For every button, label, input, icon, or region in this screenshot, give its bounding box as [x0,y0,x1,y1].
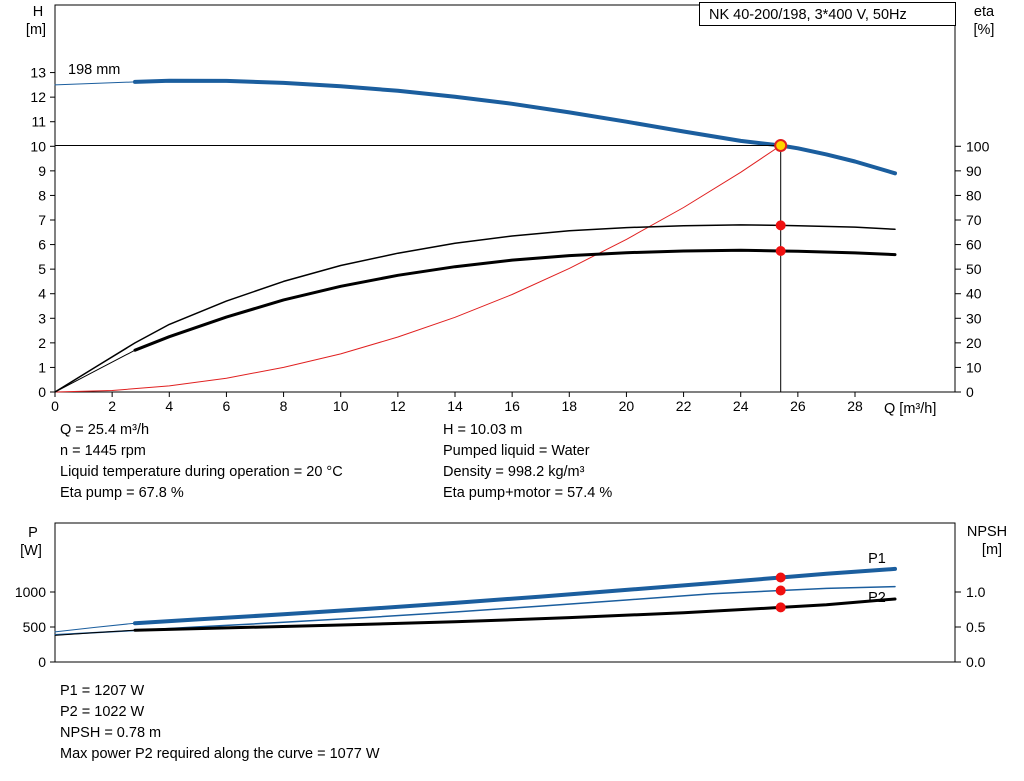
impeller-diameter-label: 198 mm [68,62,120,78]
left-tick-label: 12 [30,89,46,105]
x-tick-label: 10 [333,398,349,414]
x-tick-label: 12 [390,398,406,414]
p2-curve [54,585,896,636]
right-tick-label: 0.0 [966,654,986,670]
right-tick-label: 10 [966,359,982,375]
operating-data-right-column: H = 10.03 m Pumped liquid = Water Densit… [443,420,612,504]
operating-data-left-column: Q = 25.4 m³/h n = 1445 rpm Liquid temper… [60,420,343,504]
left-tick-label: 6 [38,237,46,253]
x-tick-label: 28 [847,398,863,414]
p2-value: P2 = 1022 W [60,704,145,720]
right-tick-label: 60 [966,237,982,253]
plot-frame [54,4,956,393]
plot-frame [54,522,956,663]
left-tick-label: 2 [38,335,46,351]
left-axis-label: H [33,4,43,20]
x-tick-label: 16 [504,398,520,414]
density-value: Density = 998.2 kg/m³ [443,464,585,480]
npsh-lead [54,629,136,636]
left-tick-label: 1000 [15,584,46,600]
power-results-panel: P1 = 1207 W P2 = 1022 W NPSH = 0.78 m Ma… [60,681,380,765]
p2-series-label: P2 [868,590,886,606]
eta-pump-motor-curve [133,248,897,352]
duty-point-eta-pump [775,220,786,231]
h-curve-198mm [133,78,897,176]
x-tick-label: 18 [561,398,577,414]
duty-point-npsh [775,602,786,613]
x-tick-label: 26 [790,398,806,414]
left-tick-label: 8 [38,187,46,203]
npsh-value: NPSH = 0.78 m [60,725,162,741]
eta-pump-motor-value: Eta pump+motor = 57.4 % [443,485,613,501]
right-tick-label: 30 [966,310,982,326]
p1-lead [54,622,136,633]
head-value: H = 10.03 m [443,422,523,438]
p1-value: P1 = 1207 W [60,683,145,699]
x-axis-label: Q [m³/h] [884,401,936,417]
pumped-liquid: Pumped liquid = Water [443,443,590,459]
p1-series-label: P1 [868,551,886,567]
left-tick-label: 7 [38,212,46,228]
x-tick-label: 24 [733,398,749,414]
duty-point-head [774,139,788,152]
right-axis-unit: [m] [982,542,1002,558]
x-tick-label: 4 [165,398,173,414]
x-tick-label: 22 [676,398,692,414]
right-tick-label: 80 [966,187,982,203]
x-tick-label: 2 [108,398,116,414]
right-axis-unit: [%] [974,22,995,38]
p1-curve [133,566,897,626]
left-tick-label: 500 [23,619,47,635]
left-tick-label: 3 [38,310,46,326]
right-tick-label: 20 [966,335,982,351]
right-tick-label: 0.5 [966,619,986,635]
right-tick-label: 0 [966,384,974,400]
duty-point-p1 [775,572,786,583]
right-tick-label: 90 [966,163,982,179]
right-tick-label: 50 [966,261,982,277]
power-npsh-chart: 0 500 1000 0.0 0.5 1.0 P [W] NPSH [m] P1 P2 [15,522,1007,670]
right-tick-label: 100 [966,138,990,154]
h-curve-lead [54,81,136,86]
right-tick-label: 40 [966,286,982,302]
system-resistance-curve [54,145,782,393]
right-axis-label: eta [974,4,995,20]
left-tick-label: 4 [38,286,46,302]
right-tick-label: 70 [966,212,982,228]
left-tick-label: 0 [38,654,46,670]
left-axis-label: P [28,525,38,541]
npsh-curve [133,597,897,632]
x-tick-label: 0 [51,398,59,414]
eta-pump-value: Eta pump = 67.8 % [60,485,184,501]
left-axis-unit: [W] [20,543,42,559]
x-tick-label: 8 [280,398,288,414]
left-tick-label: 9 [38,163,46,179]
x-tick-label: 6 [223,398,231,414]
flow-value: Q = 25.4 m³/h [60,422,150,438]
duty-point-p2 [775,585,786,596]
left-tick-label: 5 [38,261,46,277]
left-tick-label: 0 [38,384,46,400]
left-tick-label: 13 [30,65,46,81]
max-power-note: Max power P2 required along the curve = … [60,746,380,762]
liquid-temperature: Liquid temperature during operation = 20… [60,464,343,480]
left-tick-label: 11 [31,114,46,130]
eta-pump-motor-lead [54,349,136,393]
left-axis-unit: [m] [26,22,46,38]
left-tick-label: 1 [38,359,46,375]
x-tick-label: 14 [447,398,463,414]
chart-title-box: NK 40-200/198, 3*400 V, 50Hz [699,2,956,26]
x-tick-label: 20 [619,398,635,414]
left-tick-label: 10 [30,138,46,154]
right-axis-label: NPSH [967,524,1007,540]
hq-eta-chart: 0 2 4 6 8 10 12 14 16 18 20 22 24 26 28012345678910111… [26,4,995,417]
duty-point-eta-pump-motor [775,246,786,256]
right-tick-label: 1.0 [966,584,986,600]
speed-value: n = 1445 rpm [60,443,146,459]
